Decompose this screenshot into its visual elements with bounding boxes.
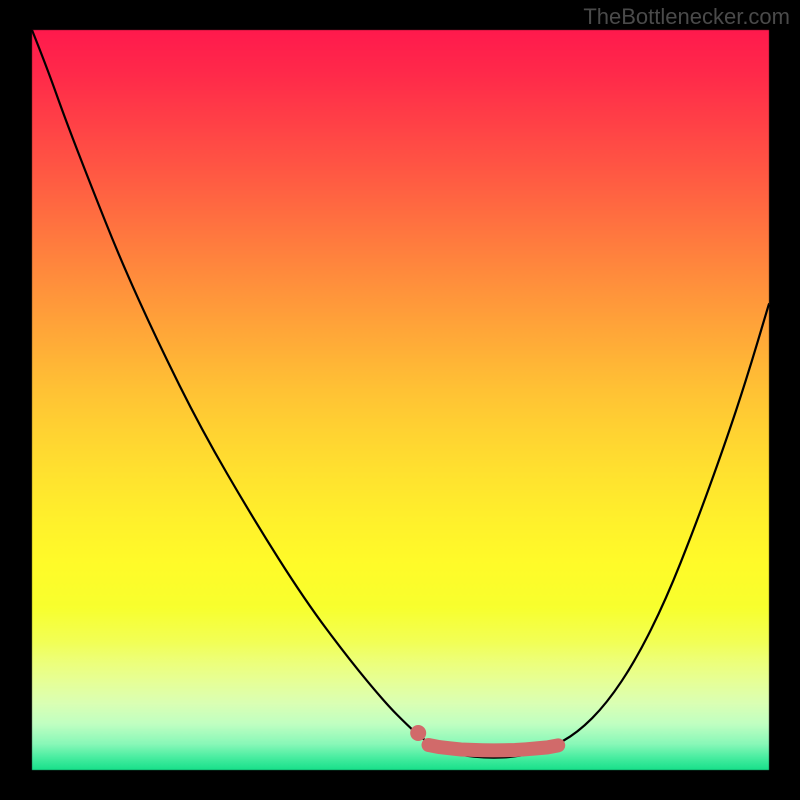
chart-root: TheBottlenecker.com xyxy=(0,0,800,800)
optimal-range-highlight xyxy=(429,745,559,750)
bottleneck-curve xyxy=(32,30,769,758)
watermark-text: TheBottlenecker.com xyxy=(583,4,790,30)
marker-dot xyxy=(410,725,426,741)
curve-overlay xyxy=(0,0,800,800)
